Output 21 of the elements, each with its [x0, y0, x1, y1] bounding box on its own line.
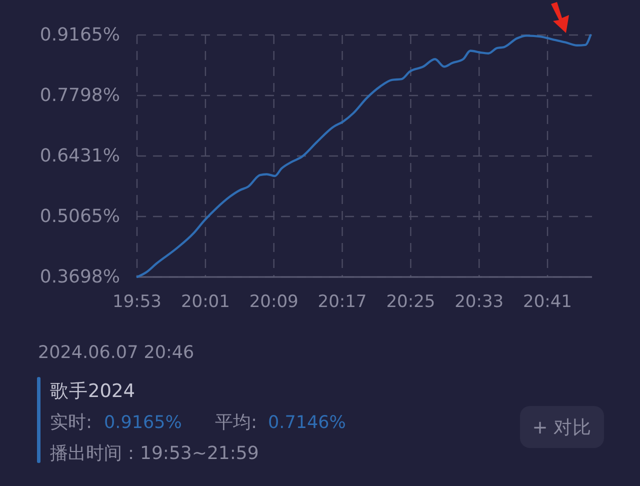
x-tick-label: 20:09: [249, 292, 298, 312]
text: 0.9165%: [104, 413, 182, 433]
x-tick-label: 19:53: [112, 292, 162, 312]
y-tick-label: 0.7798%: [40, 85, 120, 106]
x-tick-label: 20:33: [454, 292, 504, 312]
text: 平均:: [215, 412, 258, 433]
y-tick-label: 0.9165%: [40, 24, 120, 46]
button: + 对比: [520, 406, 604, 448]
x-tick-label: 20:41: [523, 292, 572, 312]
y-tick-label: 0.3698%: [40, 266, 120, 288]
text: 歌手2024: [50, 381, 136, 402]
text: 实时:: [50, 412, 92, 433]
x-tick-label: 20:17: [318, 292, 367, 312]
y-tick-label: 0.5065%: [40, 206, 120, 227]
x-tick-label: 20:01: [180, 292, 230, 312]
text: 2024.06.07 20:46: [38, 343, 194, 363]
text: 播出时间：19:53~21:59: [50, 443, 259, 464]
x-tick-label: 20:25: [386, 292, 436, 312]
line-series: [136, 34, 592, 278]
y-tick-label: 0.6431%: [40, 146, 120, 167]
text: 0.7146%: [268, 413, 346, 433]
